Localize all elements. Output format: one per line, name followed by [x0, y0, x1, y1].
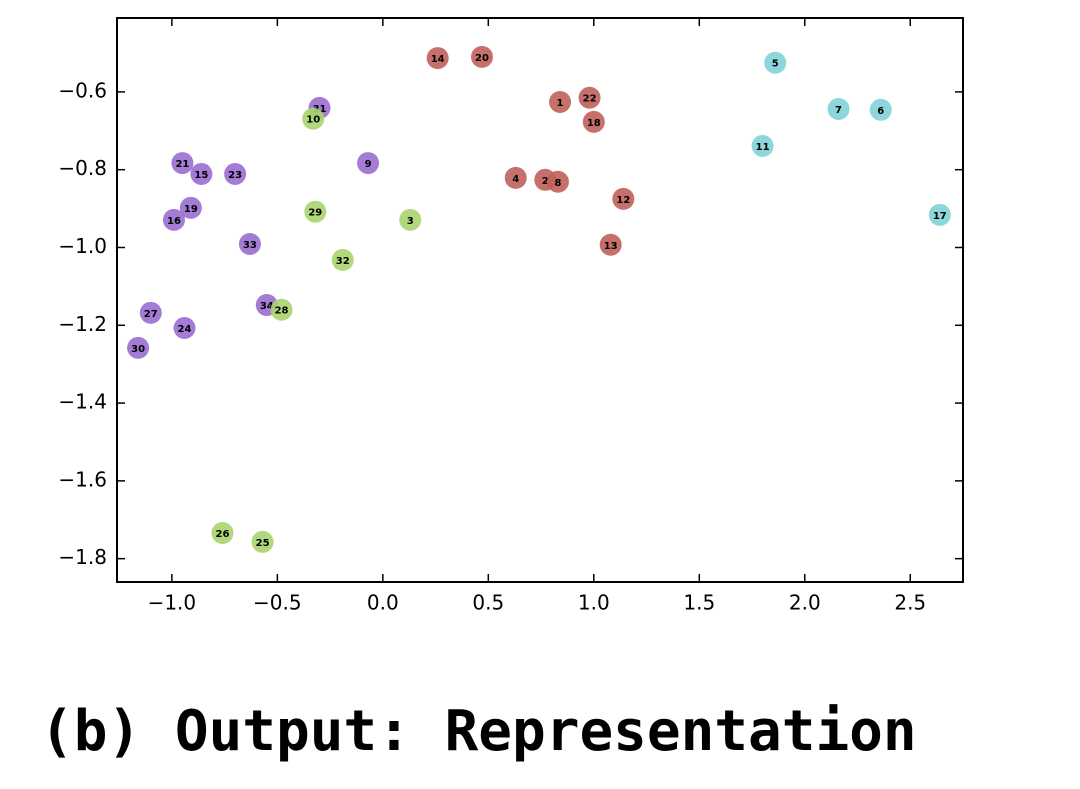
- point-label: 20: [475, 53, 489, 64]
- point: [582, 110, 605, 133]
- point-label: 5: [772, 59, 779, 70]
- point-label: 29: [308, 208, 322, 219]
- point: [162, 208, 185, 231]
- x-tick-label: 0.5: [472, 591, 504, 615]
- point-label: 8: [554, 178, 561, 189]
- point-label: 18: [587, 118, 601, 129]
- point: [357, 152, 380, 175]
- point-label: 34: [260, 301, 274, 312]
- y-tick-label: −0.6: [58, 78, 107, 102]
- point: [270, 298, 293, 321]
- point-label: 22: [583, 94, 597, 105]
- y-tick-label: −1.6: [58, 467, 107, 491]
- caption: (b) Output: Representation: [40, 699, 917, 764]
- y-tick-label: −1.8: [58, 545, 107, 569]
- x-tick-label: 1.5: [683, 591, 715, 615]
- point: [827, 98, 850, 121]
- y-tick-label: −1.4: [58, 390, 107, 414]
- point-label: 28: [275, 306, 289, 317]
- point: [179, 196, 202, 219]
- point-label: 1: [557, 98, 564, 109]
- point-label: 12: [616, 195, 630, 206]
- point-label: 21: [175, 159, 189, 170]
- point: [751, 134, 774, 157]
- point-label: 7: [835, 105, 842, 116]
- point: [171, 152, 194, 175]
- point-label: 24: [178, 324, 192, 335]
- point: [426, 47, 449, 70]
- point-label: 19: [184, 204, 198, 215]
- point-label: 13: [604, 241, 618, 252]
- point: [304, 200, 327, 223]
- point-label: 17: [933, 211, 947, 222]
- point-label: 33: [243, 240, 257, 251]
- point: [578, 86, 601, 109]
- point-label: 2: [542, 176, 549, 187]
- point-label: 11: [756, 142, 770, 153]
- point-label: 3: [407, 216, 414, 227]
- point: [173, 317, 196, 340]
- x-tick-label: 2.0: [789, 591, 821, 615]
- point: [764, 51, 787, 74]
- y-tick-label: −1.0: [58, 234, 107, 258]
- point: [612, 187, 635, 210]
- point-label: 4: [512, 174, 519, 185]
- point-label: 15: [194, 170, 208, 181]
- point: [470, 45, 493, 68]
- x-tick-label: 0.0: [367, 591, 399, 615]
- point-label: 9: [365, 159, 372, 170]
- x-tick-label: 2.5: [894, 591, 926, 615]
- y-tick-label: −1.2: [58, 312, 107, 336]
- point-label: 23: [228, 170, 242, 181]
- point-label: 27: [144, 309, 158, 320]
- point-label: 10: [306, 115, 320, 126]
- point-label: 32: [336, 256, 350, 267]
- point-label: 31: [313, 104, 327, 115]
- y-tick-label: −0.8: [58, 156, 107, 180]
- point: [546, 170, 569, 193]
- point: [549, 91, 572, 114]
- point: [224, 162, 247, 185]
- point-label: 30: [131, 344, 145, 355]
- point: [302, 107, 325, 130]
- point: [211, 521, 234, 544]
- point: [251, 530, 274, 553]
- point-label: 16: [167, 216, 181, 227]
- x-tick-label: −1.0: [148, 591, 197, 615]
- point-label: 14: [431, 54, 445, 65]
- point-label: 25: [256, 538, 270, 549]
- point: [399, 208, 422, 231]
- point: [599, 233, 622, 256]
- point: [238, 232, 261, 255]
- point-label: 6: [877, 106, 884, 117]
- point: [928, 203, 951, 226]
- point: [869, 98, 892, 121]
- x-tick-label: −0.5: [253, 591, 302, 615]
- point-label: 26: [216, 529, 230, 540]
- point: [190, 162, 213, 185]
- point: [504, 166, 527, 189]
- x-tick-label: 1.0: [578, 591, 610, 615]
- point: [139, 301, 162, 324]
- point: [127, 336, 150, 359]
- point: [331, 248, 354, 271]
